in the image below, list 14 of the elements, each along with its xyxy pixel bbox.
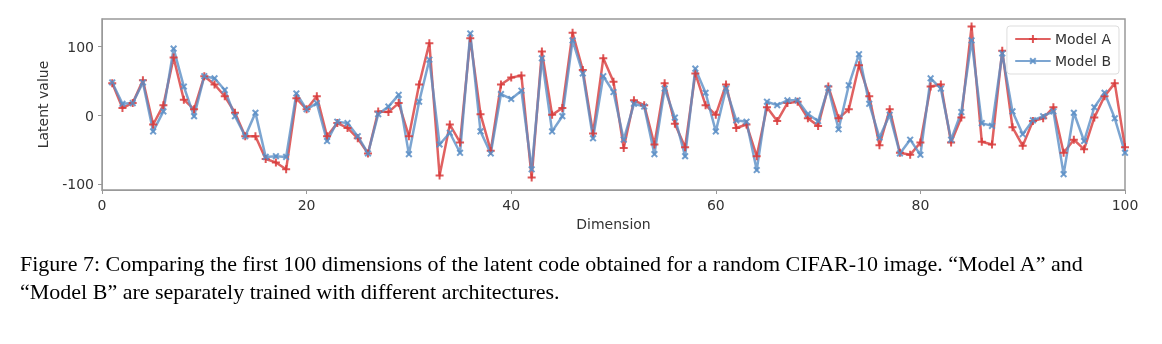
- x-tick-label: 0: [97, 197, 107, 213]
- y-tick-label: 100: [67, 38, 94, 55]
- y-axis-title: Latent value: [35, 60, 51, 149]
- y-tick-label: 0: [85, 107, 94, 124]
- caption: Figure 7: Comparing the first 100 dimensions of the latent code obtained for a random CIFAR-10 image. “Model A” and “Model B” are separately trained with different architectures.: [19, 250, 1084, 306]
- legend-label: Model B: [1054, 53, 1111, 69]
- x-tick-label: 60: [706, 197, 725, 213]
- y-tick-label: -100: [62, 176, 94, 193]
- legend-label: Model A: [1054, 31, 1112, 47]
- x-axis-title: Dimension: [576, 215, 651, 232]
- x-tick-label: 100: [1111, 197, 1139, 213]
- x-tick-label: 20: [297, 197, 316, 213]
- x-tick-label: 40: [502, 197, 521, 213]
- x-tick-label: 80: [911, 197, 930, 213]
